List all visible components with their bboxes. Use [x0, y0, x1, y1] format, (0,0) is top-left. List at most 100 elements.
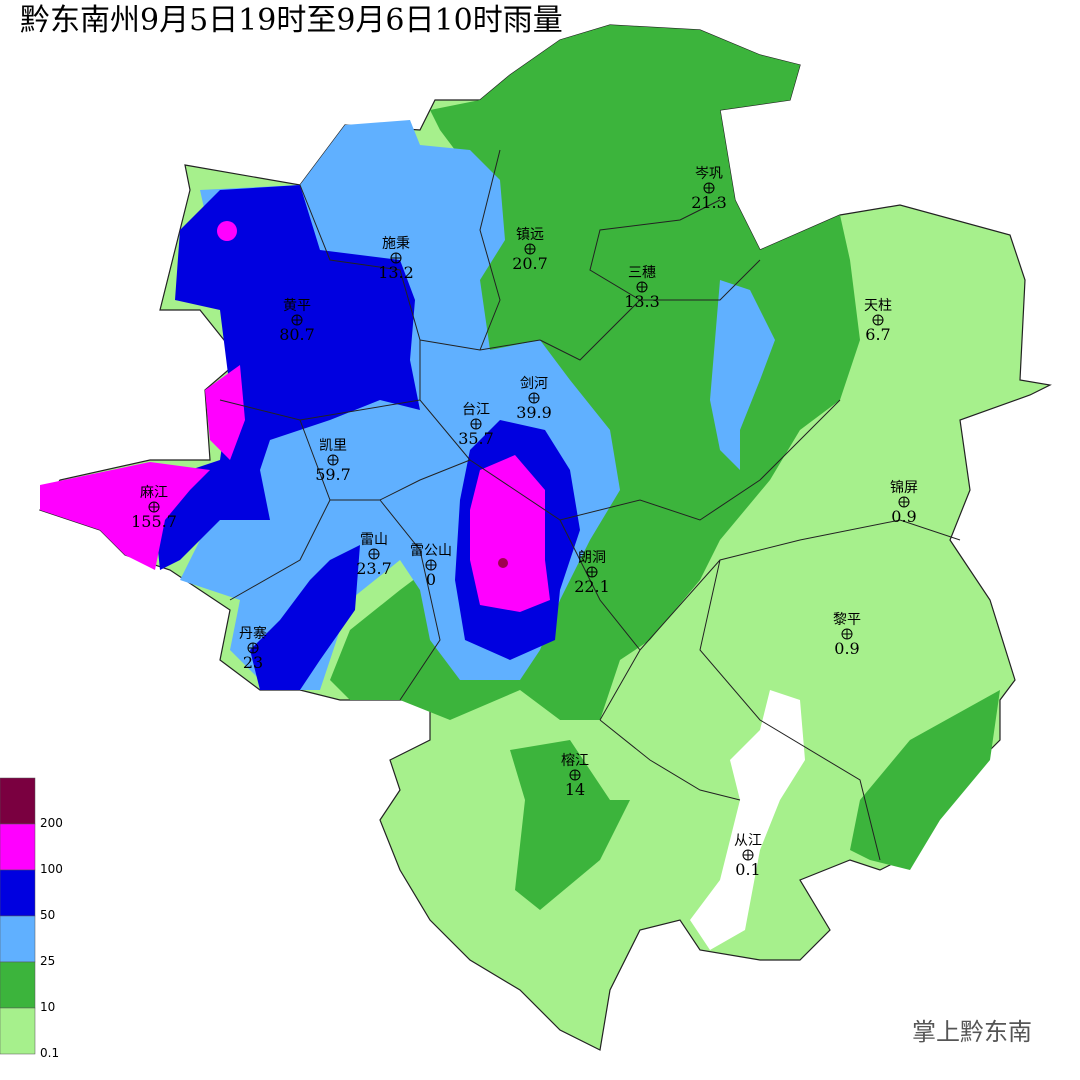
- station: 雷山 23.7: [356, 532, 392, 578]
- station-name: 锦屏: [890, 479, 918, 496]
- area-green-south: [510, 740, 630, 910]
- station-value: 13.3: [624, 292, 660, 311]
- station-value: 22.1: [574, 577, 610, 596]
- area-magenta-west: [40, 462, 210, 570]
- area-green-southeast: [850, 690, 1000, 870]
- station-name: 雷公山: [410, 543, 452, 559]
- station-cross: [328, 455, 338, 465]
- station-name: 雷山: [360, 532, 388, 548]
- station-cross: [842, 629, 852, 639]
- station-value: 14: [565, 780, 585, 799]
- station: 施秉 13.2: [378, 236, 414, 282]
- station-cross: [873, 315, 883, 325]
- station-cross: [292, 315, 302, 325]
- station-cross: [529, 393, 539, 403]
- legend-label: 50: [40, 908, 55, 922]
- station-value: 0.9: [834, 639, 859, 658]
- station-name: 岑巩: [695, 166, 723, 182]
- area-blue-south: [250, 545, 360, 690]
- station-value: 23: [243, 653, 263, 672]
- station: 雷公山 0: [410, 543, 452, 589]
- legend-swatch: [0, 869, 36, 917]
- station: 黄平 80.7: [279, 297, 315, 344]
- station-cross: [525, 244, 535, 254]
- station-name: 台江: [462, 402, 490, 418]
- area-blue: [155, 185, 420, 570]
- station-value: 80.7: [279, 325, 315, 344]
- legend-swatch: [0, 823, 36, 871]
- legend-swatch: [0, 1007, 36, 1055]
- station: 黎平 0.9: [833, 612, 861, 658]
- area-white: [690, 690, 805, 950]
- station-cross: [391, 253, 401, 263]
- station-value: 21.3: [691, 193, 727, 212]
- legend-label: 10: [40, 1000, 55, 1014]
- station-cross: [149, 502, 159, 512]
- station: 丹寨 23: [239, 625, 267, 672]
- station-name: 从江: [734, 833, 762, 849]
- area-magenta-west2: [205, 365, 245, 460]
- legend-label: 100: [40, 862, 63, 876]
- station-cross: [743, 850, 753, 860]
- station-name: 施秉: [382, 236, 410, 252]
- station-name: 黎平: [833, 612, 861, 628]
- station-cross: [570, 770, 580, 780]
- station-name: 剑河: [520, 376, 548, 392]
- area-magenta-spot: [217, 221, 237, 241]
- station: 凯里 59.7: [315, 438, 351, 484]
- station: 镇远 20.7: [512, 227, 548, 273]
- station-name: 凯里: [319, 438, 347, 454]
- station-cross: [426, 560, 436, 570]
- station: 锦屏 0.9: [890, 479, 918, 526]
- station-name: 丹寨: [239, 625, 267, 642]
- station-value: 0.9: [891, 507, 916, 526]
- station-cross: [899, 497, 909, 507]
- station-name: 天柱: [864, 298, 892, 314]
- legend-swatch: [0, 915, 36, 963]
- station-value: 59.7: [315, 465, 351, 484]
- station-value: 13.2: [378, 263, 414, 282]
- legend-label: 200: [40, 816, 63, 830]
- rain-areas: [39, 24, 1052, 1051]
- station-value: 155.7: [131, 512, 177, 531]
- station-name: 麻江: [140, 485, 168, 501]
- station: 朗洞 22.1: [574, 550, 610, 596]
- station-cross: [637, 282, 647, 292]
- station: 榕江 14: [561, 753, 589, 799]
- station-name: 三穗: [628, 265, 656, 281]
- station-name: 榕江: [561, 753, 589, 769]
- station-cross: [471, 419, 481, 429]
- stations: 岑巩 21.3 施秉 13.2 镇远 20.7 三穗 13.3 天柱 6.7 黄平 80.7 剑河 39.…: [131, 166, 918, 879]
- legend: 200 100 50 25 10 0.1: [0, 777, 63, 1060]
- legend-swatch: [0, 961, 36, 1009]
- station-value: 20.7: [512, 254, 548, 273]
- station-cross: [248, 643, 258, 653]
- area-dark-spot: [498, 558, 508, 568]
- station-value: 35.7: [458, 429, 494, 448]
- station-cross: [704, 183, 714, 193]
- station: 天柱 6.7: [864, 298, 892, 344]
- station: 三穗 13.3: [624, 265, 660, 311]
- station: 麻江 155.7: [131, 485, 177, 531]
- station-value: 23.7: [356, 559, 392, 578]
- legend-label: 25: [40, 954, 55, 968]
- station-name: 黄平: [283, 297, 311, 314]
- station-value: 0: [426, 570, 436, 589]
- station-value: 39.9: [516, 403, 552, 422]
- station: 从江 0.1: [734, 833, 762, 879]
- county-border: [219, 149, 961, 861]
- station: 岑巩 21.3: [691, 166, 727, 212]
- legend-label: 0.1: [40, 1046, 59, 1060]
- area-magenta-center: [470, 455, 550, 612]
- station-cross: [587, 567, 597, 577]
- station-value: 6.7: [865, 325, 890, 344]
- map-title: 黔东南州9月5日19时至9月6日10时雨量: [20, 3, 563, 38]
- legend-swatch: [0, 777, 36, 825]
- watermark: 掌上黔东南: [912, 1018, 1032, 1046]
- station-name: 朗洞: [578, 550, 606, 566]
- area-light-blue-east: [710, 280, 775, 470]
- station-name: 镇远: [516, 227, 544, 243]
- station: 台江 35.7: [458, 402, 494, 448]
